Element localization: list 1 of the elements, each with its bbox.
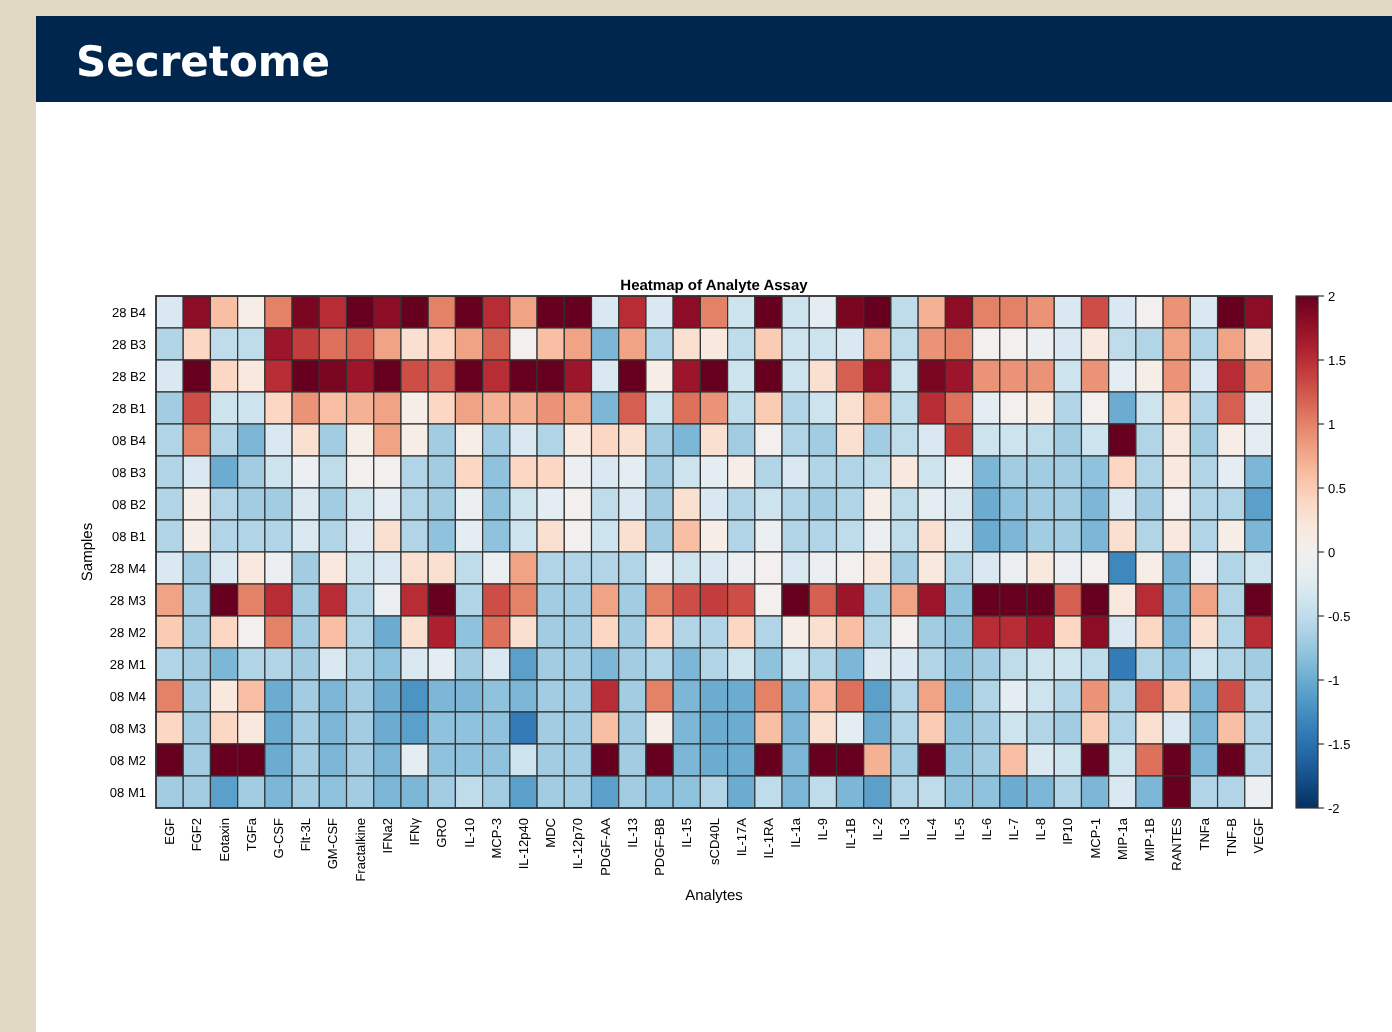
chart-title: Secretome <box>76 38 331 86</box>
